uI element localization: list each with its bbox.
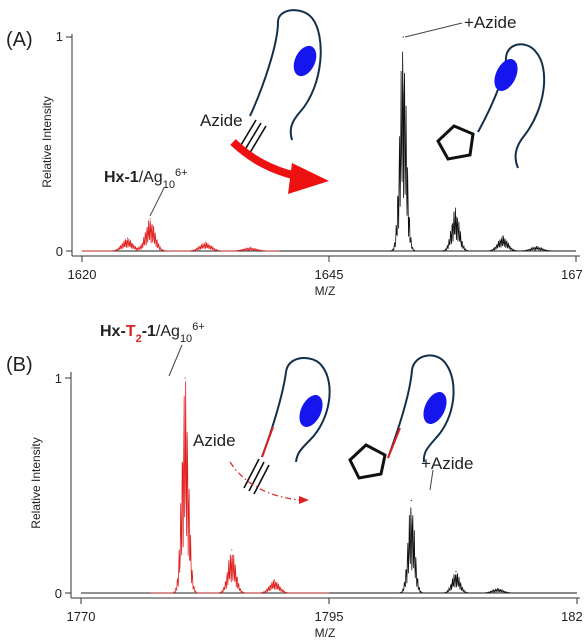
molecule-product-a xyxy=(436,43,546,169)
peak-1-1-b xyxy=(455,570,457,573)
y-tick-1-b: 1 xyxy=(55,371,62,386)
peak-0-2-a xyxy=(204,241,207,244)
x-tick-1-b: 1795 xyxy=(315,609,344,624)
reaction-arrowhead-a xyxy=(288,163,329,194)
azide-reagent-label-b: Azide xyxy=(193,431,236,450)
peak-0-2-b xyxy=(273,579,276,581)
panel-b: (B) Relative Intensity 1 0 1770 1795 182… xyxy=(6,321,583,640)
panel-a: (A) Relative Intensity 1 0 1620 1645 167… xyxy=(6,9,583,298)
pentagon-ring-b xyxy=(348,443,387,480)
x-tick-2-a: 167 xyxy=(561,267,583,282)
y-tick-0-b: 0 xyxy=(55,586,62,601)
panel-label-a: (A) xyxy=(6,29,33,51)
leader-line-hx-a xyxy=(149,187,165,217)
blue-ellipse-a1 xyxy=(293,45,317,77)
pentagon-ring-a xyxy=(436,124,475,161)
y-axis-label-b: Relative Intensity xyxy=(29,437,43,528)
peak-0-0-a xyxy=(149,218,151,220)
x-tick-0-a: 1620 xyxy=(68,267,97,282)
azide-peak-label-b: +Azide xyxy=(421,454,473,473)
peak-1-0-a xyxy=(402,36,404,38)
peak-1-2-b xyxy=(497,588,499,590)
x-axis-label-b: M/Z xyxy=(315,626,336,640)
x-tick-1-a: 1645 xyxy=(315,267,344,282)
leader-line-azide-b xyxy=(429,469,434,491)
series-0-trace-b xyxy=(150,381,329,594)
series-1-trace-a xyxy=(279,51,576,252)
peak-0-1-b xyxy=(231,549,233,551)
y-axis-label-a: Relative Intensity xyxy=(40,96,54,187)
peak-1-3-a xyxy=(535,246,538,248)
reaction-arrow-b xyxy=(229,461,301,501)
leader-line-hx-b xyxy=(168,344,183,377)
panel-label-b: (B) xyxy=(6,354,33,376)
hx-label-b: Hx-T2-1/Ag106+ xyxy=(100,321,205,345)
y-tick-0-a: 0 xyxy=(56,244,63,259)
peak-0-0-b xyxy=(184,377,186,379)
series-1-trace-b xyxy=(329,507,577,594)
molecule-probe-a xyxy=(237,9,322,157)
molecule-probe-b xyxy=(243,357,331,495)
blue-ellipse-a2 xyxy=(494,59,518,91)
reaction-arrowhead-b xyxy=(299,496,309,504)
azide-reagent-label-a: Azide xyxy=(200,111,243,130)
peak-0-1-a xyxy=(126,237,129,239)
peak-1-2-a xyxy=(502,235,504,237)
blue-ellipse-b2 xyxy=(423,392,447,424)
peak-1-1-a xyxy=(454,207,457,209)
x-tick-2-b: 182 xyxy=(561,609,583,624)
plot-area-a xyxy=(82,36,576,252)
series-0-trace-a xyxy=(82,220,280,252)
peak-1-0-b xyxy=(410,499,412,502)
reaction-arrow-a xyxy=(230,139,297,180)
peak-0-3-a xyxy=(249,247,251,249)
x-tick-0-b: 1770 xyxy=(67,609,96,624)
leader-line-azide-a xyxy=(404,22,463,38)
hx-label-a: Hx-1/Ag106+ xyxy=(104,167,188,191)
blue-ellipse-b1 xyxy=(299,395,323,427)
azide-peak-label-a: +Azide xyxy=(464,13,516,32)
x-axis-label-a: M/Z xyxy=(315,284,336,298)
molecule-product-b xyxy=(348,354,455,480)
plot-area-b xyxy=(81,377,577,594)
y-tick-1-a: 1 xyxy=(56,29,63,44)
